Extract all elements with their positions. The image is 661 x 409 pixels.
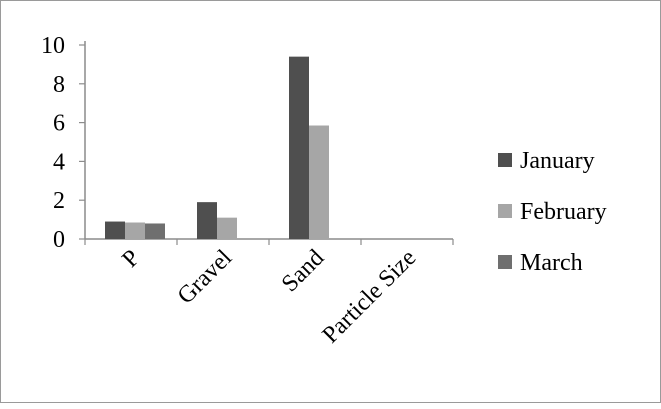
y-tick-label: 4 bbox=[53, 149, 65, 175]
legend-label: March bbox=[520, 250, 583, 276]
chart-legend: January February March bbox=[498, 148, 607, 276]
bar bbox=[125, 222, 145, 239]
y-axis-ticks: 0 2 4 6 8 10 bbox=[41, 33, 85, 253]
chart-axes bbox=[84, 41, 453, 240]
y-tick-label: 10 bbox=[41, 33, 65, 59]
chart-bars bbox=[105, 56, 329, 239]
legend-label: February bbox=[520, 199, 607, 225]
bar bbox=[145, 223, 165, 239]
legend-swatch bbox=[498, 153, 512, 167]
bar bbox=[309, 125, 329, 239]
y-tick-label: 6 bbox=[53, 111, 65, 137]
y-tick-label: 8 bbox=[53, 72, 65, 98]
x-category-label: Particle Size bbox=[318, 245, 422, 349]
x-category-label: Gravel bbox=[173, 245, 238, 310]
legend-label: January bbox=[520, 148, 595, 174]
bar bbox=[289, 56, 309, 239]
bar bbox=[217, 217, 237, 239]
x-category-label: Sand bbox=[277, 245, 329, 297]
bar bbox=[197, 202, 217, 239]
legend-swatch bbox=[498, 255, 512, 269]
y-tick-label: 0 bbox=[53, 227, 65, 253]
y-tick-label: 2 bbox=[53, 188, 65, 214]
x-category-label: P bbox=[117, 245, 145, 273]
legend-swatch bbox=[498, 204, 512, 218]
bar bbox=[105, 221, 125, 239]
